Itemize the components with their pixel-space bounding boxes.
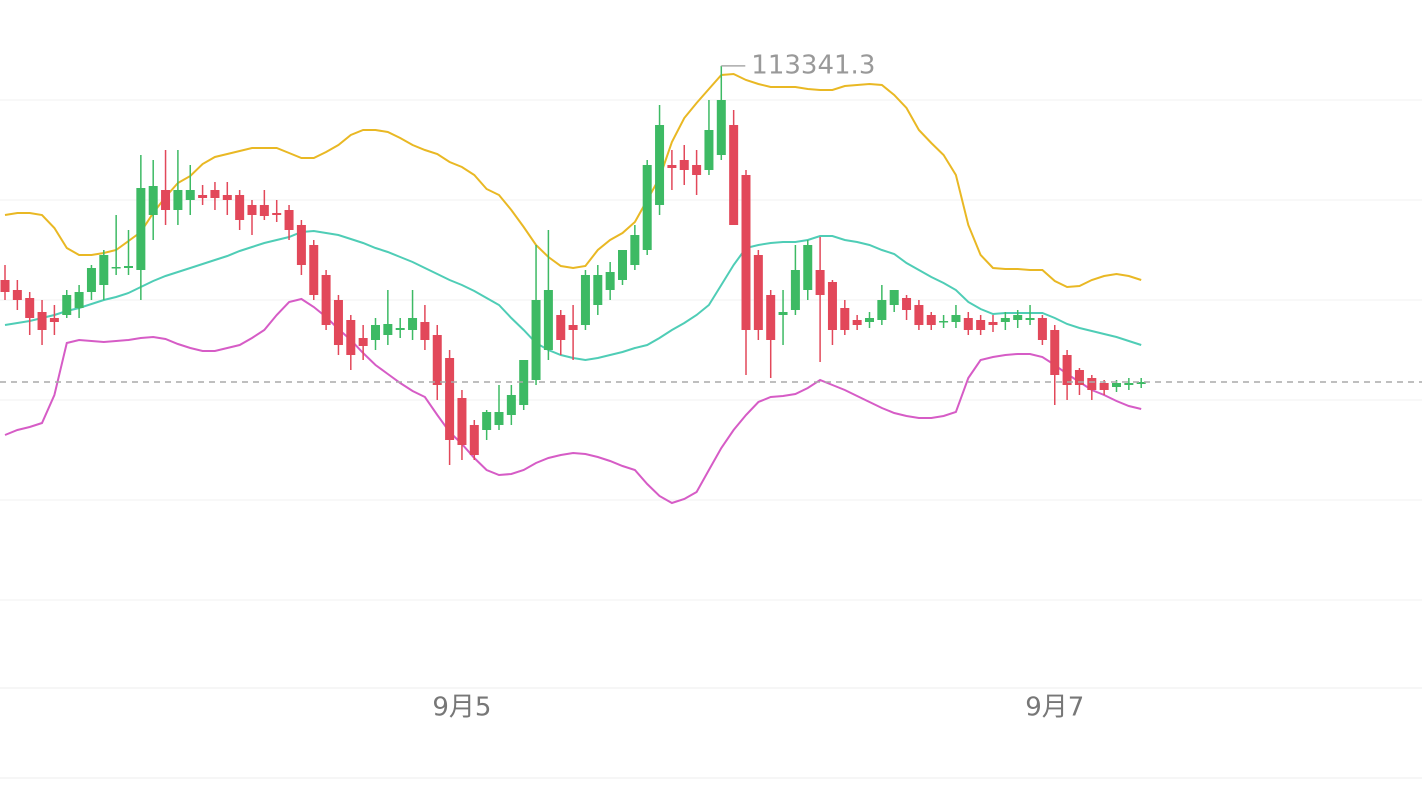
candle-body xyxy=(815,270,825,295)
candle-body xyxy=(852,320,862,325)
candle-body xyxy=(753,255,763,330)
candle-body xyxy=(1087,378,1097,390)
candle-body xyxy=(371,325,380,340)
candle-body xyxy=(630,235,640,265)
candle-body xyxy=(247,205,257,215)
candle-body xyxy=(593,275,603,305)
candle-body xyxy=(457,398,467,445)
candle-body xyxy=(1136,382,1146,384)
candle-body xyxy=(346,320,356,355)
candle-body xyxy=(136,188,146,270)
candle-body xyxy=(321,275,331,325)
candle-body xyxy=(580,275,590,325)
candle-body xyxy=(494,412,504,425)
candle-body xyxy=(25,298,35,318)
candle-body xyxy=(778,312,788,315)
candle-body xyxy=(618,250,627,280)
candle-body xyxy=(1025,318,1035,320)
candle-body xyxy=(840,308,850,330)
candle-body xyxy=(185,190,195,200)
candle-body xyxy=(506,395,516,415)
candle-body xyxy=(148,186,158,215)
candle-body xyxy=(692,165,702,175)
candle-body xyxy=(827,282,837,330)
candle-body xyxy=(235,195,245,220)
candle-body xyxy=(790,270,800,310)
candle-body xyxy=(37,312,47,330)
candle-body xyxy=(49,318,59,322)
candle-body xyxy=(704,130,714,170)
candle-body xyxy=(679,160,689,170)
candle-body xyxy=(259,205,269,216)
candle-body xyxy=(741,175,751,330)
candle-body xyxy=(568,325,578,330)
candle-body xyxy=(222,195,232,200)
candle-body xyxy=(1013,315,1023,320)
candle-body xyxy=(309,245,319,295)
candle-body xyxy=(963,318,973,330)
candle-body xyxy=(865,318,874,322)
candle-body xyxy=(333,300,343,345)
band-line xyxy=(4,72,1142,289)
x-tick-label: 9月7 xyxy=(1025,693,1084,723)
candle-body xyxy=(124,266,133,268)
candle-body xyxy=(358,338,368,346)
candle-body xyxy=(1074,370,1084,385)
candle-body xyxy=(469,425,479,455)
candle-body xyxy=(1000,318,1010,322)
candle-body xyxy=(408,318,418,330)
candle-body xyxy=(62,295,72,315)
candle-body xyxy=(988,322,998,325)
candle-body xyxy=(803,245,813,290)
candle-body xyxy=(902,298,912,310)
candle-body xyxy=(939,321,949,323)
candle-body xyxy=(198,195,208,198)
candle-body xyxy=(914,305,924,325)
candle-body xyxy=(1050,330,1060,375)
candle-body xyxy=(556,315,566,340)
candle-body xyxy=(716,100,726,155)
candle-body xyxy=(951,315,961,322)
candle-body xyxy=(976,320,986,330)
candle-body xyxy=(766,295,776,340)
candle-body xyxy=(272,213,282,215)
candle-body xyxy=(667,165,677,168)
candle-body xyxy=(1037,318,1047,340)
candle-body xyxy=(111,267,121,269)
candle-body xyxy=(0,280,10,292)
candle-body xyxy=(99,255,109,285)
candle-body xyxy=(531,300,541,380)
candle-body xyxy=(729,125,739,225)
candle-body xyxy=(161,190,171,210)
candle-body xyxy=(877,300,887,320)
candle-body xyxy=(926,315,936,325)
candle-body xyxy=(12,290,22,300)
x-tick-label: 9月5 xyxy=(432,693,491,723)
candle-body xyxy=(296,225,306,265)
candle-body xyxy=(605,272,615,290)
candle-body xyxy=(889,290,899,305)
band-line xyxy=(4,297,1142,505)
candle-body xyxy=(543,290,553,350)
candle-body xyxy=(642,165,652,250)
candle-body xyxy=(395,328,405,330)
candle-body xyxy=(74,292,84,308)
candle-body xyxy=(284,210,294,230)
candle-body xyxy=(432,335,442,385)
candle-body xyxy=(383,324,393,335)
candle-body xyxy=(1112,383,1121,387)
candle-body xyxy=(445,358,455,440)
candle-body xyxy=(1124,383,1134,385)
candle-body xyxy=(519,360,529,405)
candle-body xyxy=(655,125,665,205)
candle-body xyxy=(173,190,183,210)
candle-body xyxy=(1099,383,1109,390)
candle-body xyxy=(210,190,220,198)
candle-body xyxy=(1062,355,1072,385)
candle-body xyxy=(420,322,430,340)
candle-body xyxy=(482,412,492,430)
max-label: 113341.3 xyxy=(751,50,875,80)
candle-body xyxy=(86,268,96,292)
